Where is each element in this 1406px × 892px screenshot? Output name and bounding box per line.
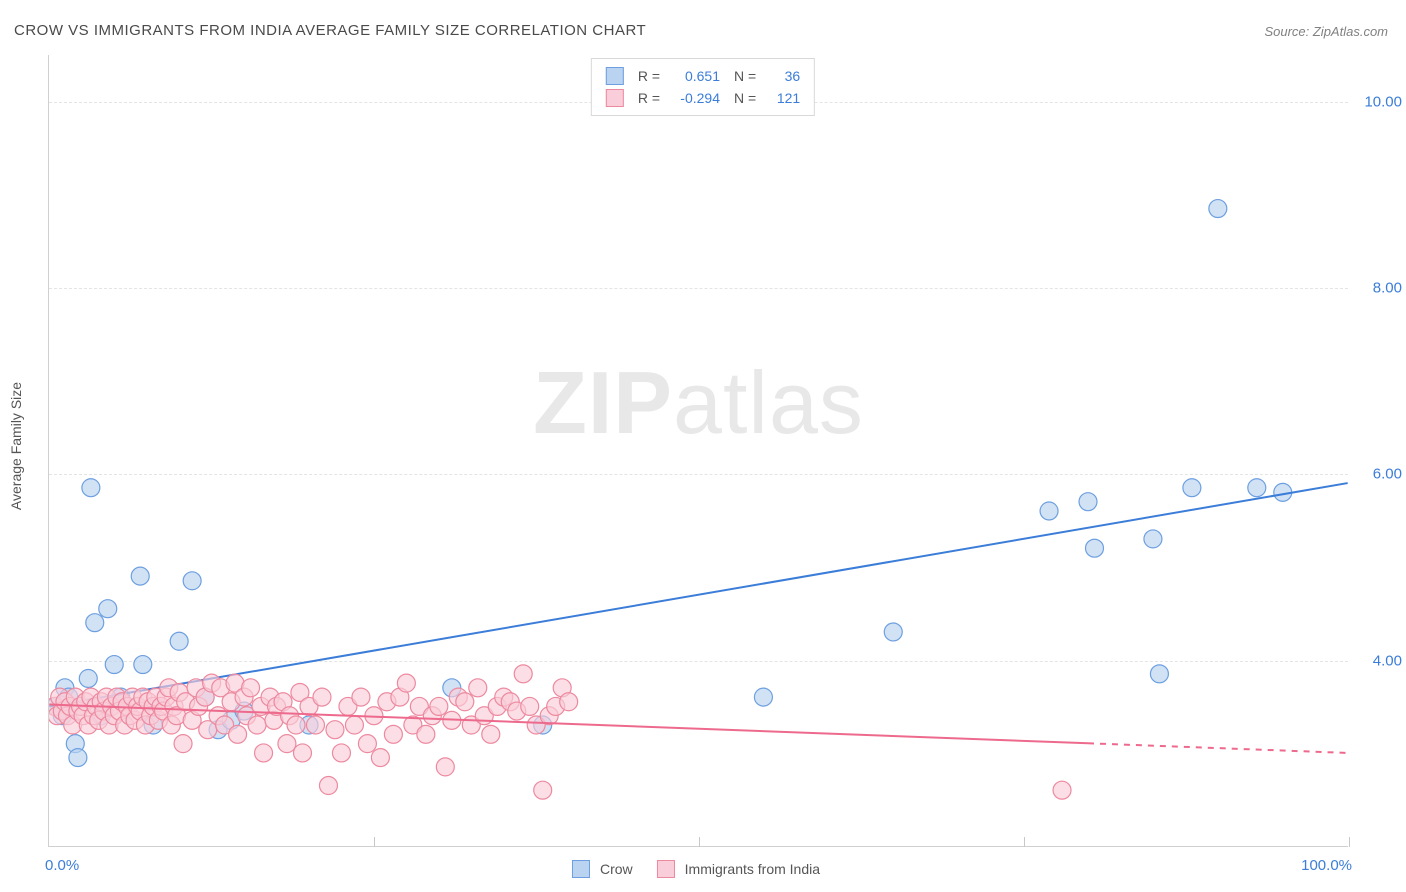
legend-bottom: Crow Immigrants from India xyxy=(572,860,834,878)
r-label: R = xyxy=(638,90,660,106)
grid-tick-v xyxy=(1349,837,1350,847)
data-point-crow xyxy=(131,567,149,585)
data-point-immigrants xyxy=(469,679,487,697)
legend-swatch-immigrants xyxy=(606,89,624,107)
data-point-crow xyxy=(69,749,87,767)
data-point-crow xyxy=(183,572,201,590)
data-point-immigrants xyxy=(430,697,448,715)
data-point-crow xyxy=(754,688,772,706)
data-point-immigrants xyxy=(255,744,273,762)
data-point-immigrants xyxy=(294,744,312,762)
x-tick-min: 0.0% xyxy=(45,857,79,874)
y-tick-label: 6.00 xyxy=(1354,466,1402,483)
data-point-crow xyxy=(1183,479,1201,497)
data-point-immigrants xyxy=(229,725,247,743)
data-point-immigrants xyxy=(514,665,532,683)
n-value: 121 xyxy=(768,90,800,106)
data-point-immigrants xyxy=(345,716,363,734)
n-value: 36 xyxy=(768,68,800,84)
chart-svg xyxy=(49,55,1348,846)
data-point-crow xyxy=(884,623,902,641)
y-axis-title: Average Family Size xyxy=(8,382,24,510)
legend-stats-row-crow: R = 0.651 N = 36 xyxy=(606,65,800,87)
y-tick-label: 10.00 xyxy=(1354,93,1402,110)
n-label: N = xyxy=(734,90,756,106)
legend-label-crow: Crow xyxy=(600,861,633,877)
data-point-crow xyxy=(105,656,123,674)
plot-area: ZIPatlas 4.006.008.0010.000.0%100.0% xyxy=(48,55,1348,847)
legend-stats-box: R = 0.651 N = 36 R = -0.294 N = 121 xyxy=(591,58,815,116)
data-point-immigrants xyxy=(521,697,539,715)
data-point-immigrants xyxy=(287,716,305,734)
data-point-immigrants xyxy=(384,725,402,743)
data-point-immigrants xyxy=(456,693,474,711)
data-point-immigrants xyxy=(482,725,500,743)
source-label: Source: ZipAtlas.com xyxy=(1264,24,1388,39)
data-point-immigrants xyxy=(352,688,370,706)
data-point-crow xyxy=(1079,493,1097,511)
legend-stats-row-immigrants: R = -0.294 N = 121 xyxy=(606,87,800,109)
data-point-crow xyxy=(1086,539,1104,557)
data-point-crow xyxy=(1248,479,1266,497)
data-point-immigrants xyxy=(332,744,350,762)
data-point-crow xyxy=(134,656,152,674)
r-value: 0.651 xyxy=(672,68,720,84)
data-point-immigrants xyxy=(534,781,552,799)
chart-title: CROW VS IMMIGRANTS FROM INDIA AVERAGE FA… xyxy=(14,22,646,39)
data-point-crow xyxy=(86,614,104,632)
legend-swatch-immigrants xyxy=(657,860,675,878)
trend-line-dashed-immigrants xyxy=(1088,743,1348,753)
data-point-immigrants xyxy=(306,716,324,734)
data-point-immigrants xyxy=(371,749,389,767)
data-point-crow xyxy=(1144,530,1162,548)
data-point-crow xyxy=(99,600,117,618)
r-label: R = xyxy=(638,68,660,84)
data-point-immigrants xyxy=(436,758,454,776)
data-point-crow xyxy=(82,479,100,497)
data-point-immigrants xyxy=(326,721,344,739)
legend-swatch-crow xyxy=(606,67,624,85)
data-point-immigrants xyxy=(319,777,337,795)
data-point-immigrants xyxy=(248,716,266,734)
data-point-immigrants xyxy=(313,688,331,706)
r-value: -0.294 xyxy=(672,90,720,106)
data-point-immigrants xyxy=(358,735,376,753)
data-point-crow xyxy=(1040,502,1058,520)
data-point-immigrants xyxy=(242,679,260,697)
data-point-immigrants xyxy=(397,674,415,692)
data-point-immigrants xyxy=(1053,781,1071,799)
data-point-crow xyxy=(1150,665,1168,683)
data-point-immigrants xyxy=(278,735,296,753)
data-point-immigrants xyxy=(417,725,435,743)
y-tick-label: 8.00 xyxy=(1354,279,1402,296)
data-point-immigrants xyxy=(174,735,192,753)
data-point-crow xyxy=(79,670,97,688)
data-point-crow xyxy=(1209,200,1227,218)
legend-swatch-crow xyxy=(572,860,590,878)
n-label: N = xyxy=(734,68,756,84)
x-tick-max: 100.0% xyxy=(1301,857,1352,874)
legend-label-immigrants: Immigrants from India xyxy=(685,861,820,877)
data-point-crow xyxy=(170,632,188,650)
data-point-immigrants xyxy=(560,693,578,711)
y-tick-label: 4.00 xyxy=(1354,652,1402,669)
